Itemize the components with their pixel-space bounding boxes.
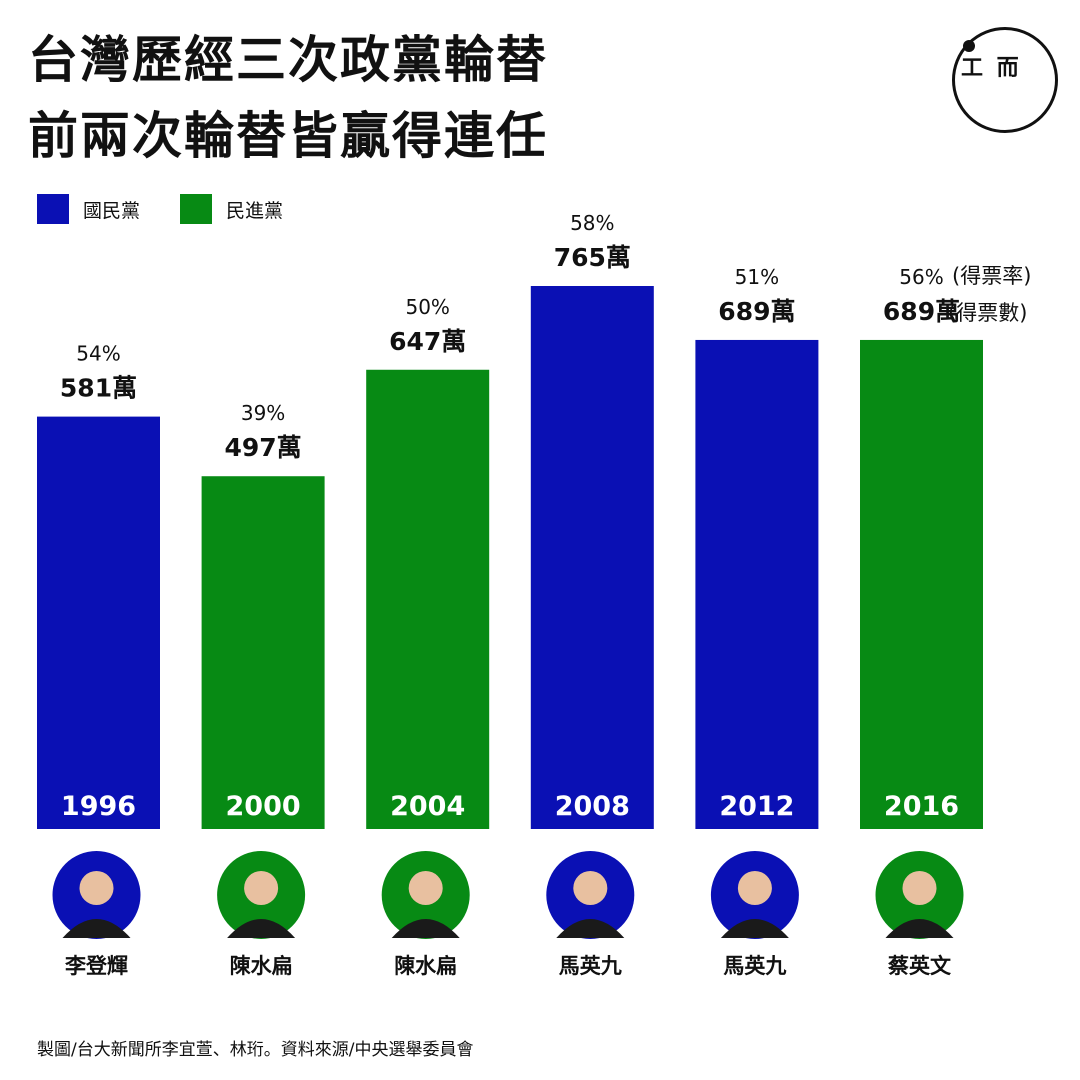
value-label: 765萬 xyxy=(554,243,631,272)
year-label: 2004 xyxy=(390,791,465,822)
year-label: 2012 xyxy=(719,791,794,822)
legend-kmt: 國民黨 xyxy=(37,194,140,224)
percent-label: 39% xyxy=(241,401,285,425)
bar-2004 xyxy=(366,369,490,829)
votes-annotation: (得票數) xyxy=(948,301,1028,325)
legend-swatch-dpp xyxy=(180,194,212,224)
percent-label: 51% xyxy=(735,265,779,289)
candidate-suit-icon xyxy=(556,919,625,938)
bar-2000 xyxy=(201,476,325,829)
candidate-suit-icon xyxy=(391,919,460,938)
rate-annotation: (得票率) xyxy=(952,264,1032,288)
candidate-name: 蔡英文 xyxy=(888,954,952,978)
legend-dpp: 民進黨 xyxy=(180,194,283,224)
bar-2012 xyxy=(695,339,819,829)
year-label: 1996 xyxy=(61,791,136,822)
footer-credit: 製圖/台大新聞所李宜萱、林珩。資料來源/中央選舉委員會 xyxy=(37,1040,474,1060)
candidate-name: 李登輝 xyxy=(64,954,128,978)
candidate-name: 陳水扁 xyxy=(230,954,293,978)
candidate-suit-icon xyxy=(720,919,789,938)
value-label: 689萬 xyxy=(718,297,795,326)
candidate-name: 馬英九 xyxy=(559,954,622,978)
candidate-face-icon xyxy=(408,871,443,905)
candidate-face-icon xyxy=(737,871,772,905)
year-label: 2008 xyxy=(555,791,630,822)
bar-2008 xyxy=(530,286,654,829)
title-line-1: 台灣歷經三次政黨輪替 xyxy=(28,31,548,89)
year-label: 2016 xyxy=(884,791,959,822)
legend-swatch-kmt xyxy=(37,194,69,224)
percent-label: 58% xyxy=(570,211,614,235)
candidate-suit-icon xyxy=(62,919,131,938)
value-label: 581萬 xyxy=(60,374,137,403)
legend-label: 民進黨 xyxy=(226,199,284,222)
candidate-suit-icon xyxy=(885,919,954,938)
candidate-face-icon xyxy=(573,871,608,905)
bar-1996 xyxy=(37,416,160,829)
value-label: 647萬 xyxy=(389,327,466,356)
percent-label: 56% xyxy=(899,265,943,289)
percent-label: 54% xyxy=(76,342,120,366)
candidate-suit-icon xyxy=(227,919,296,938)
candidate-name: 馬英九 xyxy=(723,954,786,978)
value-label: 689萬 xyxy=(883,297,960,326)
candidate-face-icon xyxy=(79,871,114,905)
candidate-face-icon xyxy=(902,871,937,905)
year-label: 2000 xyxy=(226,791,301,822)
logo: 工 而 xyxy=(952,27,1058,133)
legend-label: 國民黨 xyxy=(83,199,141,222)
percent-label: 50% xyxy=(405,295,449,319)
bar-2016 xyxy=(860,339,983,829)
candidate-face-icon xyxy=(244,871,279,905)
title-line-2: 前兩次輪替皆贏得連任 xyxy=(28,107,548,165)
value-label: 497萬 xyxy=(225,433,302,462)
candidate-name: 陳水扁 xyxy=(394,954,457,978)
